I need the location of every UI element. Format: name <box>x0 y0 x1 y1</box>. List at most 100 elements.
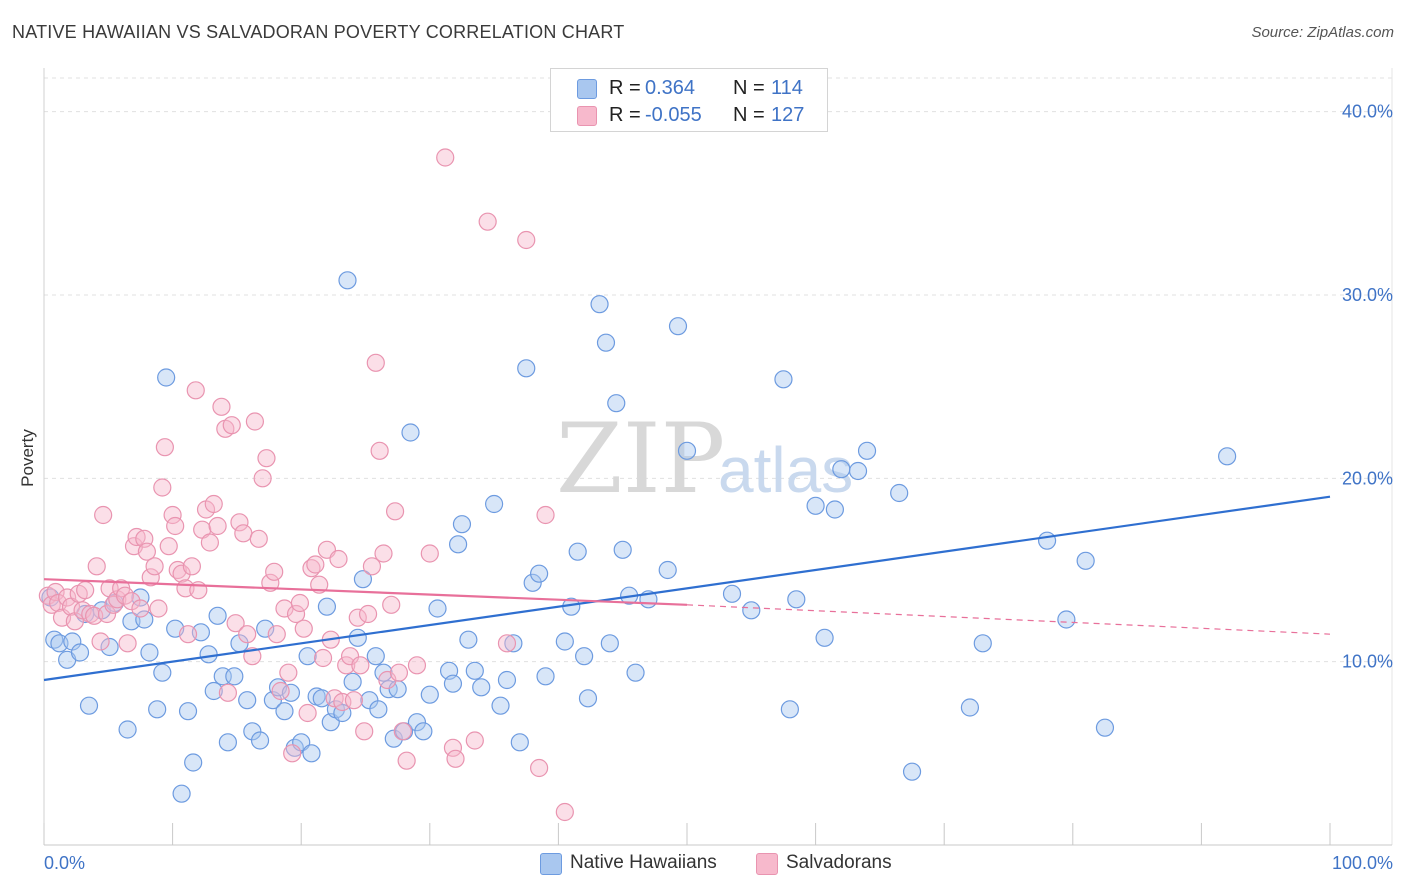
data-point <box>485 494 504 514</box>
r-label: R = <box>609 77 641 99</box>
data-point <box>178 702 198 721</box>
data-point <box>452 515 472 534</box>
data-point <box>199 645 218 664</box>
legend-swatch-blue <box>540 853 562 875</box>
data-point <box>290 593 310 613</box>
data-point <box>100 637 119 657</box>
data-point <box>286 604 306 624</box>
data-point <box>568 542 587 561</box>
data-point <box>218 683 237 702</box>
data-point <box>832 460 851 479</box>
data-point <box>338 271 357 290</box>
watermark-zip: ZIP <box>556 403 725 515</box>
data-point <box>902 762 922 781</box>
data-point <box>626 663 645 682</box>
y-tick-label-10: 10.0% <box>1342 652 1393 672</box>
data-point <box>312 689 331 708</box>
data-point <box>87 557 106 576</box>
y-tick-label-40: 40.0% <box>1342 102 1393 122</box>
data-point <box>70 643 90 662</box>
r-label: R = <box>609 104 641 126</box>
grid-lines <box>43 68 1393 845</box>
data-point <box>459 630 478 649</box>
data-point <box>337 656 356 675</box>
data-point <box>184 753 203 772</box>
data-point <box>351 656 370 675</box>
data-point <box>369 700 388 719</box>
data-point <box>806 496 825 515</box>
data-point <box>393 722 412 741</box>
data-point <box>58 588 77 607</box>
data-point <box>658 560 677 580</box>
data-point <box>153 478 172 497</box>
n-value: 114 <box>771 77 803 99</box>
r-value: 0.364 <box>645 77 696 99</box>
data-point <box>343 672 362 691</box>
data-point <box>76 581 95 600</box>
data-point <box>668 317 688 336</box>
data-point <box>973 634 992 653</box>
data-point <box>1095 718 1115 737</box>
data-point <box>118 720 137 739</box>
series-native-hawaiians <box>41 271 1237 803</box>
data-point <box>135 610 154 629</box>
data-point <box>46 582 65 602</box>
x-tick-label-max: 100.0% <box>1332 853 1393 873</box>
data-point <box>94 505 113 525</box>
data-point <box>1037 531 1057 550</box>
data-point <box>407 713 427 732</box>
data-point <box>208 606 227 625</box>
data-point <box>497 670 517 690</box>
watermark-atlas: atlas <box>718 434 853 506</box>
data-point <box>362 557 382 576</box>
data-point <box>472 678 491 697</box>
data-point <box>1076 551 1095 570</box>
data-point <box>780 700 799 719</box>
data-point <box>465 731 484 750</box>
data-point <box>333 692 352 712</box>
data-point <box>313 648 333 668</box>
data-point <box>722 584 742 603</box>
data-point <box>517 359 536 378</box>
data-point <box>208 516 227 536</box>
chart-title: NATIVE HAWAIIAN VS SALVADORAN POVERTY CO… <box>12 22 625 42</box>
data-point <box>530 564 549 583</box>
n-label: N = <box>733 104 765 126</box>
data-point <box>555 802 574 822</box>
data-point <box>401 423 420 442</box>
data-point <box>600 634 619 653</box>
trend-lines <box>43 495 1331 682</box>
data-point <box>204 494 223 514</box>
data-point <box>607 394 626 413</box>
data-point <box>250 731 270 750</box>
data-point <box>366 353 385 372</box>
data-point <box>443 738 463 757</box>
data-point <box>238 691 257 710</box>
y-tick-label-30: 30.0% <box>1342 285 1393 305</box>
data-point <box>271 681 290 701</box>
data-point <box>245 412 265 431</box>
data-point <box>155 438 174 457</box>
n-value: 127 <box>771 104 805 126</box>
data-point <box>256 619 275 638</box>
data-point <box>267 625 286 644</box>
data-point <box>497 634 517 653</box>
data-point <box>344 691 364 710</box>
data-point <box>137 542 156 561</box>
data-point <box>225 667 244 686</box>
data-point <box>140 643 159 662</box>
legend-row-native-hawaiians: R = 0.364 N = 114 <box>551 75 827 101</box>
data-point <box>578 689 598 708</box>
data-point <box>787 590 806 609</box>
data-point <box>249 529 268 548</box>
data-point <box>848 461 868 481</box>
data-point <box>677 441 697 460</box>
data-point <box>222 416 241 435</box>
data-point <box>774 370 793 389</box>
data-point <box>234 524 253 543</box>
data-point <box>370 441 389 460</box>
data-point <box>153 663 172 682</box>
data-point <box>742 601 761 620</box>
x-tick-label-min: 0.0% <box>44 853 85 873</box>
